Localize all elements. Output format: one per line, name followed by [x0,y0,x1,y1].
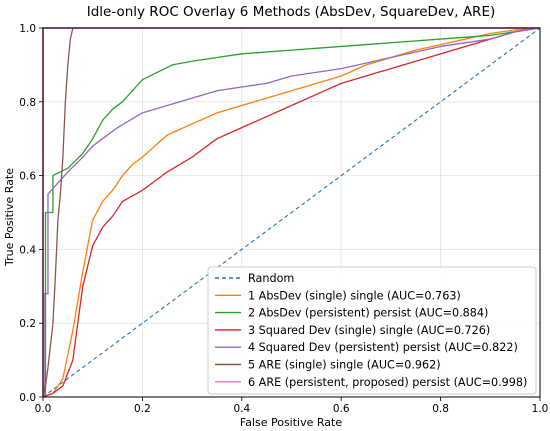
series-line-1 [42,27,541,398]
y-tick-label: 0.6 [19,171,36,183]
x-tick-label: 0.8 [432,403,449,415]
legend-label-3: 3 Squared Dev (single) single (AUC=0.726… [248,324,490,337]
legend-label-0: Random [248,272,294,285]
y-axis-label: True Positive Rate [3,168,16,267]
chart-title: Idle-only ROC Overlay 6 Methods (AbsDev,… [87,4,496,20]
series-line-4 [43,27,541,398]
legend-box [207,266,537,395]
series-line-0 [42,27,541,398]
series-line-3 [42,27,541,398]
grid [42,27,541,398]
x-tick-label: 0.4 [233,403,250,415]
x-tick-label: 0.6 [333,403,350,415]
y-axis-ticks: 0.0 0.2 0.4 0.6 0.8 1.0 [19,23,43,404]
legend-label-2: 2 AbsDev (persistent) persist (AUC=0.884… [248,307,488,320]
y-tick-label: 0.8 [19,97,36,109]
legend-label-1: 1 AbsDev (single) single (AUC=0.763) [248,289,461,302]
legend-label-5: 5 ARE (single) single (AUC=0.962) [248,359,441,372]
series-line-5 [42,27,540,398]
x-axis-ticks: 0.0 0.2 0.4 0.6 0.8 1.0 [35,397,549,415]
y-tick-label: 0.2 [19,318,36,330]
legend-label-6: 6 ARE (persistent, proposed) persist (AU… [248,376,527,389]
plot-border [42,27,541,398]
legend: Random 1 AbsDev (single) single (AUC=0.76… [207,266,537,395]
y-tick-label: 0.0 [19,392,36,404]
x-tick-label: 0.2 [134,403,151,415]
x-tick-label: 0.0 [35,403,52,415]
x-axis-label: False Positive Rate [240,416,342,429]
y-tick-label: 1.0 [19,23,36,35]
y-tick-label: 0.4 [19,244,36,256]
legend-label-4: 4 Squared Dev (persistent) persist (AUC=… [248,341,518,354]
x-tick-label: 1.0 [532,403,549,415]
